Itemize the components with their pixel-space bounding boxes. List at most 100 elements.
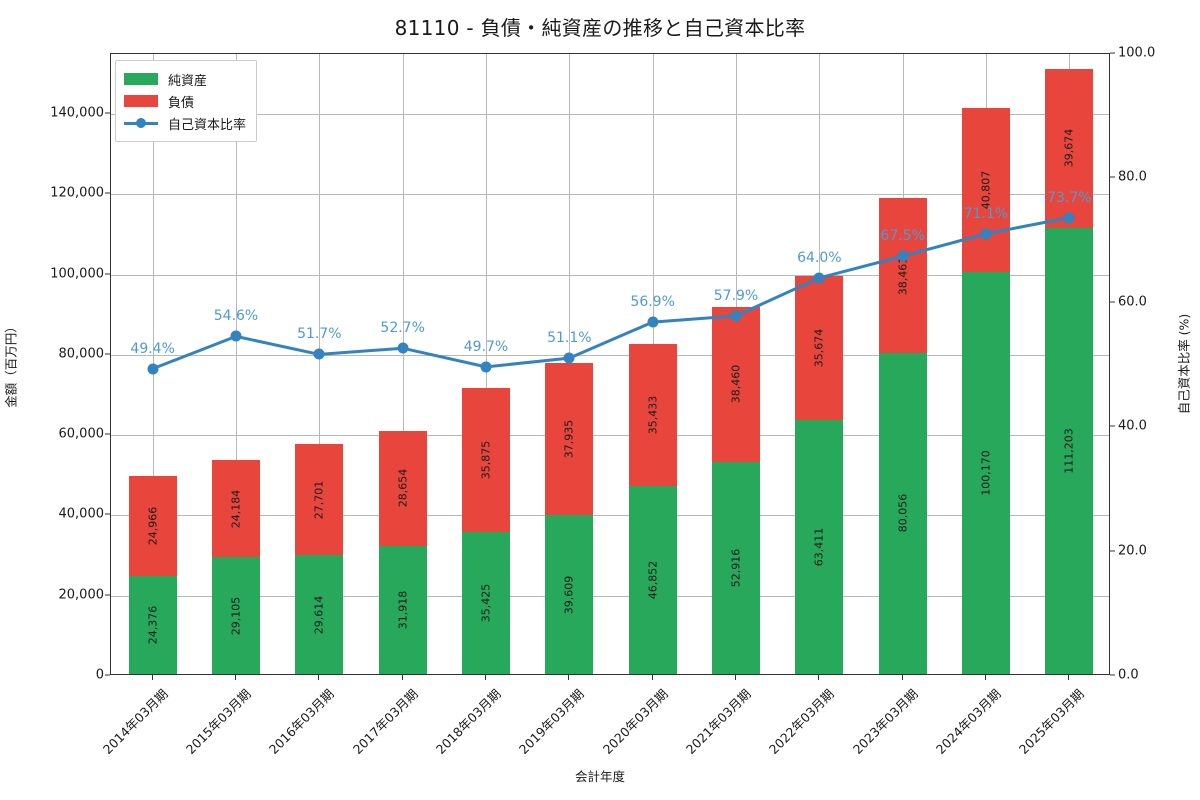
bar-group[interactable]: 24,376 24,966	[128, 52, 177, 674]
bar-group[interactable]: 46,852 35,433	[628, 52, 677, 674]
bar-segment-equity[interactable]: 29,105	[211, 557, 261, 674]
y-axis-right-tickmark	[1110, 301, 1115, 303]
bar-segment-equity[interactable]: 111,203	[1045, 227, 1094, 674]
bar-group[interactable]: 100,170 40,807	[961, 52, 1011, 674]
y-axis-right-label: 自己資本比率 (%)	[1176, 313, 1192, 415]
bar-segment-equity[interactable]: 100,170	[961, 272, 1011, 674]
y-axis-right-tick-label: 60.0	[1118, 294, 1147, 310]
x-axis-tickmark	[485, 675, 486, 680]
ratio-value-label: 49.7%	[463, 338, 509, 355]
legend-label-liabilities: 負債	[168, 95, 195, 111]
bar-group[interactable]: 29,105 24,184	[211, 52, 261, 674]
bar-segment-liabilities[interactable]: 27,701	[295, 444, 344, 556]
bar-segment-equity[interactable]: 80,056	[878, 352, 927, 674]
x-axis-tick-label: 2015年03月期	[182, 686, 254, 757]
x-axis-tick-label: 2020年03月期	[599, 686, 671, 757]
gridline-horizontal	[111, 515, 1109, 517]
bar-segment-liabilities[interactable]: 39,674	[1045, 68, 1094, 228]
x-axis-tick-label: 2023年03月期	[849, 686, 921, 757]
bar-segment-equity[interactable]: 35,425	[461, 531, 511, 674]
legend-label-equity: 純資産	[168, 73, 208, 89]
y-axis-left-label: 金額（百万円）	[3, 320, 19, 408]
bar-segment-equity[interactable]: 63,411	[795, 419, 844, 674]
ratio-value-label: 51.7%	[297, 326, 342, 343]
y-axis-right-tick-label: 20.0	[1118, 543, 1147, 559]
legend-item-equity[interactable]: 純資産	[124, 68, 246, 90]
ratio-data-point[interactable]	[480, 361, 492, 373]
gridline-vertical	[402, 54, 404, 674]
ratio-data-point[interactable]	[313, 348, 325, 360]
ratio-data-point[interactable]	[397, 342, 409, 354]
gridline-vertical	[236, 54, 237, 674]
y-axis-right-tick-label: 40.0	[1118, 418, 1147, 434]
y-axis-left-tickmark	[105, 353, 110, 355]
bar-segment-equity[interactable]: 39,609	[545, 515, 594, 674]
ratio-data-point[interactable]	[563, 352, 575, 364]
ratio-value-label: 71.1%	[963, 205, 1009, 222]
ratio-data-point[interactable]	[897, 250, 909, 262]
gridline-vertical	[319, 54, 321, 674]
gridline-horizontal	[111, 354, 1109, 356]
ratio-value-label: 49.4%	[130, 340, 175, 357]
y-axis-right-tick-label: 80.0	[1118, 169, 1147, 185]
bar-segment-equity[interactable]: 52,916	[711, 461, 761, 674]
ratio-value-label: 67.5%	[880, 228, 925, 245]
ratio-data-point[interactable]	[730, 310, 742, 322]
gridline-horizontal	[111, 595, 1109, 597]
ratio-value-label: 51.1%	[547, 330, 592, 347]
bar-segment-equity[interactable]: 29,614	[295, 555, 344, 674]
legend-item-liabilities[interactable]: 負債	[124, 90, 246, 112]
y-axis-right-tick-label: 0.0	[1118, 667, 1139, 683]
ratio-line-svg	[151, 216, 1071, 371]
ratio-data-point[interactable]	[230, 330, 242, 342]
bar-group[interactable]: 63,411 35,674	[795, 52, 844, 674]
y-axis-left-tick-label: 40,000	[58, 506, 105, 522]
bar-segment-liabilities[interactable]: 38,460	[711, 307, 761, 462]
bar-group[interactable]: 80,056 38,461	[878, 52, 927, 674]
x-axis-label: 会計年度	[574, 769, 625, 784]
bar-group[interactable]: 31,918 28,654	[378, 52, 427, 674]
ratio-data-point[interactable]	[813, 272, 825, 284]
y-axis-left-tickmark	[105, 674, 110, 676]
bar-segment-liabilities[interactable]: 35,875	[461, 387, 511, 532]
ratio-data-point[interactable]	[647, 316, 659, 328]
bar-group[interactable]: 39,609 37,935	[545, 52, 594, 674]
y-axis-left-tickmark	[105, 513, 110, 515]
legend-item-equity-ratio[interactable]: 自己資本比率	[124, 112, 246, 134]
ratio-data-point[interactable]	[147, 363, 159, 375]
bar-group[interactable]: 35,425 35,875	[461, 52, 511, 674]
bar-segment-equity[interactable]: 31,918	[378, 545, 427, 674]
bar-segment-liabilities[interactable]: 37,935	[545, 362, 594, 516]
chart-legend: 純資産 負債 自己資本比率	[115, 60, 258, 142]
stacked-bars-layer: 24,376 24,966 29,105 24,184 29,614 27,701 31,9…	[111, 54, 1109, 674]
y-axis-left-tick-label: 120,000	[50, 185, 104, 201]
bar-group[interactable]: 111,203 39,674	[1045, 52, 1094, 674]
x-axis-tickmark	[568, 675, 570, 680]
bar-segment-liabilities[interactable]: 38,461	[878, 198, 927, 353]
y-axis-left-tick-label: 140,000	[50, 105, 104, 121]
gridline-horizontal	[111, 114, 1109, 116]
bar-segment-liabilities[interactable]: 40,807	[961, 108, 1011, 273]
y-axis-left-tick-label: 60,000	[58, 426, 105, 442]
bar-segment-liabilities[interactable]: 24,966	[128, 476, 177, 577]
bar-group[interactable]: 29,614 27,701	[295, 52, 344, 674]
bar-group[interactable]: 52,916 38,460	[711, 52, 761, 674]
y-axis-left-tickmark	[105, 273, 110, 275]
bar-segment-liabilities[interactable]: 24,184	[211, 460, 261, 558]
chart-title: 81110 - 負債・純資産の推移と自己資本比率	[394, 16, 806, 40]
ratio-data-point[interactable]	[1063, 212, 1075, 224]
y-axis-right-tick-label: 100.0	[1118, 45, 1156, 61]
bar-segment-equity[interactable]: 46,852	[628, 486, 677, 674]
y-axis-left-tick-label: 0	[95, 667, 104, 683]
ratio-data-point[interactable]	[980, 228, 992, 240]
y-axis-left-tickmark	[105, 594, 110, 596]
ratio-value-label: 54.6%	[213, 308, 259, 325]
legend-swatch-liabilities	[124, 95, 158, 107]
bar-segment-liabilities[interactable]: 35,433	[628, 343, 677, 486]
y-axis-right-tickmark	[1110, 425, 1115, 427]
bar-segment-equity[interactable]: 24,376	[128, 576, 177, 674]
x-axis-tick-label: 2021年03月期	[682, 686, 754, 757]
bar-segment-liabilities[interactable]: 28,654	[378, 430, 427, 546]
bar-segment-liabilities[interactable]: 35,674	[795, 276, 844, 420]
y-axis-right-tickmark	[1110, 52, 1115, 54]
